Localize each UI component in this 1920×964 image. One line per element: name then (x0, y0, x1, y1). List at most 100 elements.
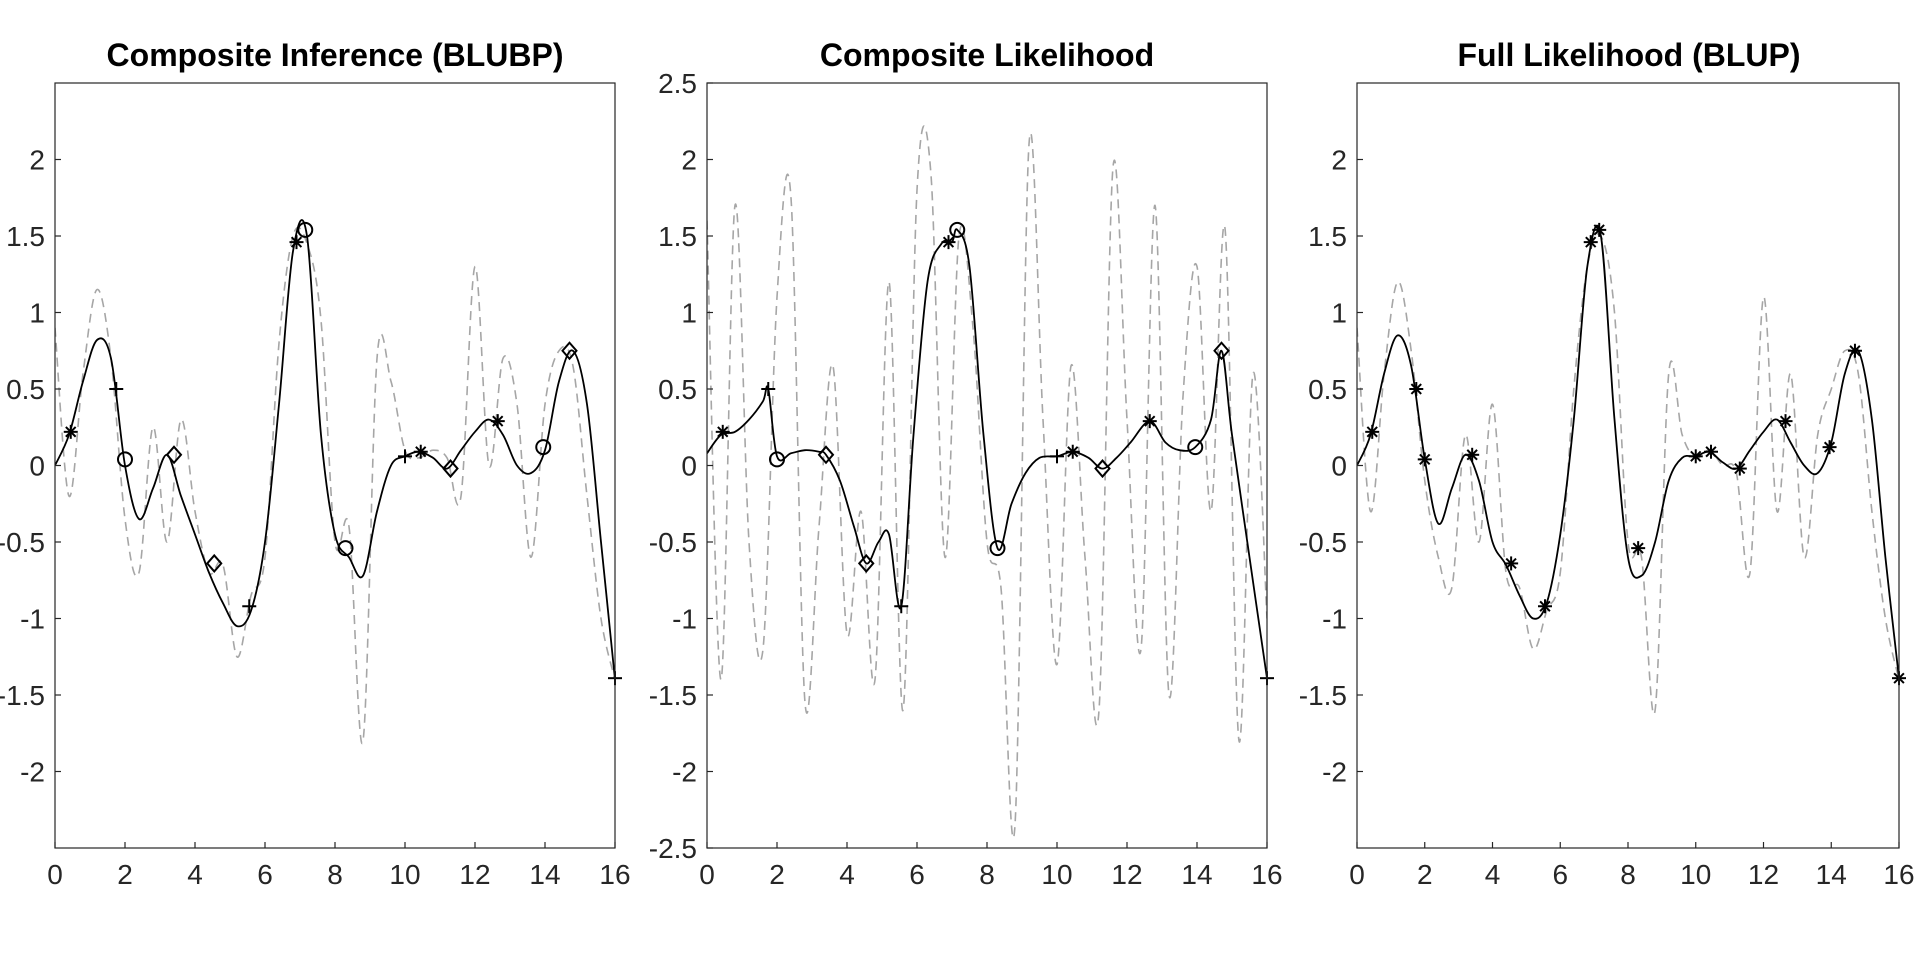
asterisk-marker (1465, 447, 1480, 462)
y-tick-label: 0 (29, 451, 45, 482)
x-tick-label: 12 (1748, 859, 1779, 890)
asterisk-marker (1703, 444, 1718, 459)
y-tick-label: -1.5 (1299, 680, 1347, 711)
panel-1-title: Composite Inference (BLUBP) (107, 37, 564, 73)
plus-marker (1050, 449, 1064, 464)
plus-marker (398, 449, 412, 464)
x-tick-label: 4 (1485, 859, 1501, 890)
y-tick-label: 0.5 (1308, 374, 1347, 405)
x-tick-label: 10 (1041, 859, 1072, 890)
asterisk-marker (1688, 449, 1703, 464)
asterisk-marker (715, 424, 730, 439)
y-tick-label: 0.5 (658, 374, 697, 405)
x-tick-label: 2 (117, 859, 133, 890)
panel-1: Composite Inference (BLUBP) 0 2 4 6 8 10 12 14 1… (0, 37, 631, 890)
panel-3-title: Full Likelihood (BLUP) (1457, 37, 1800, 73)
x-tick-label: 16 (599, 859, 630, 890)
asterisk-marker (1822, 440, 1837, 455)
x-tick-label: 6 (1552, 859, 1568, 890)
x-tick-label: 10 (389, 859, 420, 890)
y-tick-label: 1.5 (1308, 221, 1347, 252)
y-tick-label: 1.5 (6, 221, 45, 252)
asterisk-marker (1409, 382, 1424, 396)
y-tick-label: -2 (20, 757, 45, 788)
solid-series-line (55, 219, 615, 680)
asterisk-marker (1142, 414, 1157, 429)
x-tick-label: 0 (699, 859, 715, 890)
y-tick-label: -0.5 (0, 527, 45, 558)
y-tick-label: -2 (1322, 757, 1347, 788)
x-tick-label: 14 (1181, 859, 1212, 890)
diamond-marker (165, 445, 183, 465)
x-tick-label: 6 (909, 859, 925, 890)
dashed-series-line (707, 125, 1267, 839)
circle-marker (989, 540, 1006, 557)
x-tick-label: 4 (839, 859, 855, 890)
x-tick-label: 14 (1816, 859, 1847, 890)
x-tick-label: 0 (1349, 859, 1365, 890)
asterisk-marker (1538, 599, 1553, 614)
asterisk-marker (1631, 541, 1646, 556)
plus-marker (761, 382, 776, 396)
y-tick-label: 1 (29, 298, 45, 329)
panel-2-title: Composite Likelihood (820, 37, 1154, 73)
asterisk-marker (1417, 452, 1432, 467)
x-tick-label: 8 (1620, 859, 1636, 890)
plus-marker (109, 382, 124, 396)
y-tick-label: -1 (20, 604, 45, 635)
circle-marker (1187, 439, 1204, 456)
asterisk-marker (490, 414, 505, 429)
diamond-marker (1094, 459, 1111, 479)
panel-2-plot-area: 0 2 4 6 8 10 12 14 16 -2.5 -2 -1.5 -1 -0.5 0 0.5 1 1.5 2 2.… (649, 68, 1283, 890)
diamond-marker (857, 553, 875, 573)
y-tick-label: 0 (1331, 451, 1347, 482)
asterisk-marker (1504, 556, 1519, 571)
plus-marker (242, 599, 257, 614)
circle-marker (769, 451, 785, 468)
asterisk-marker (1583, 235, 1598, 250)
axes-frame (54, 82, 616, 849)
asterisk-marker (1065, 444, 1080, 459)
asterisk-marker (289, 235, 304, 250)
asterisk-marker (1732, 461, 1747, 476)
circle-marker (337, 540, 354, 557)
y-tick-label: 1 (1331, 298, 1347, 329)
panel-3-plot-area: 0 2 4 6 8 10 12 14 16 -2 -1.5 -1 -0.5 0 0.5 1 1.5 2 (1299, 82, 1915, 890)
panel-3: Full Likelihood (BLUP) 0 2 4 6 8 10 12 14 16-2-1… (1299, 37, 1915, 890)
asterisk-marker (1778, 414, 1793, 429)
x-tick-label: 2 (1417, 859, 1433, 890)
x-tick-label: 6 (257, 859, 273, 890)
circle-marker (297, 221, 314, 238)
circle-marker (535, 439, 552, 456)
y-tick-label: -0.5 (1299, 527, 1347, 558)
asterisk-marker (1365, 424, 1380, 439)
plus-marker (894, 599, 909, 614)
dashed-series-line (55, 226, 615, 745)
x-tick-label: 16 (1251, 859, 1282, 890)
x-tick-label: 2 (769, 859, 785, 890)
x-tick-label: 4 (187, 859, 203, 890)
y-tick-label: -2 (672, 757, 697, 788)
y-tick-label: -1 (1322, 604, 1347, 635)
asterisk-marker (941, 235, 956, 250)
x-tick-label: 8 (327, 859, 343, 890)
solid-series-line (1357, 224, 1899, 679)
solid-series-line (707, 228, 1267, 679)
x-tick-label: 10 (1680, 859, 1711, 890)
diamond-marker (1213, 341, 1230, 361)
asterisk-marker (1847, 343, 1862, 358)
y-tick-label: -1 (672, 604, 697, 635)
axes-frame (1356, 82, 1900, 849)
y-tick-label: -0.5 (649, 527, 697, 558)
panel-2: Composite Likelihood 0 2 4 6 8 10 12 14 16-2.5-2… (649, 37, 1283, 890)
x-tick-label: 12 (1111, 859, 1142, 890)
x-tick-label: 8 (979, 859, 995, 890)
x-tick-label: 0 (47, 859, 63, 890)
y-tick-label: 2 (1331, 145, 1347, 176)
circle-marker (117, 451, 133, 468)
diamond-marker (817, 445, 835, 465)
x-tick-label: 16 (1883, 859, 1914, 890)
circle-marker (949, 221, 966, 238)
y-tick-label: 0.5 (6, 374, 45, 405)
